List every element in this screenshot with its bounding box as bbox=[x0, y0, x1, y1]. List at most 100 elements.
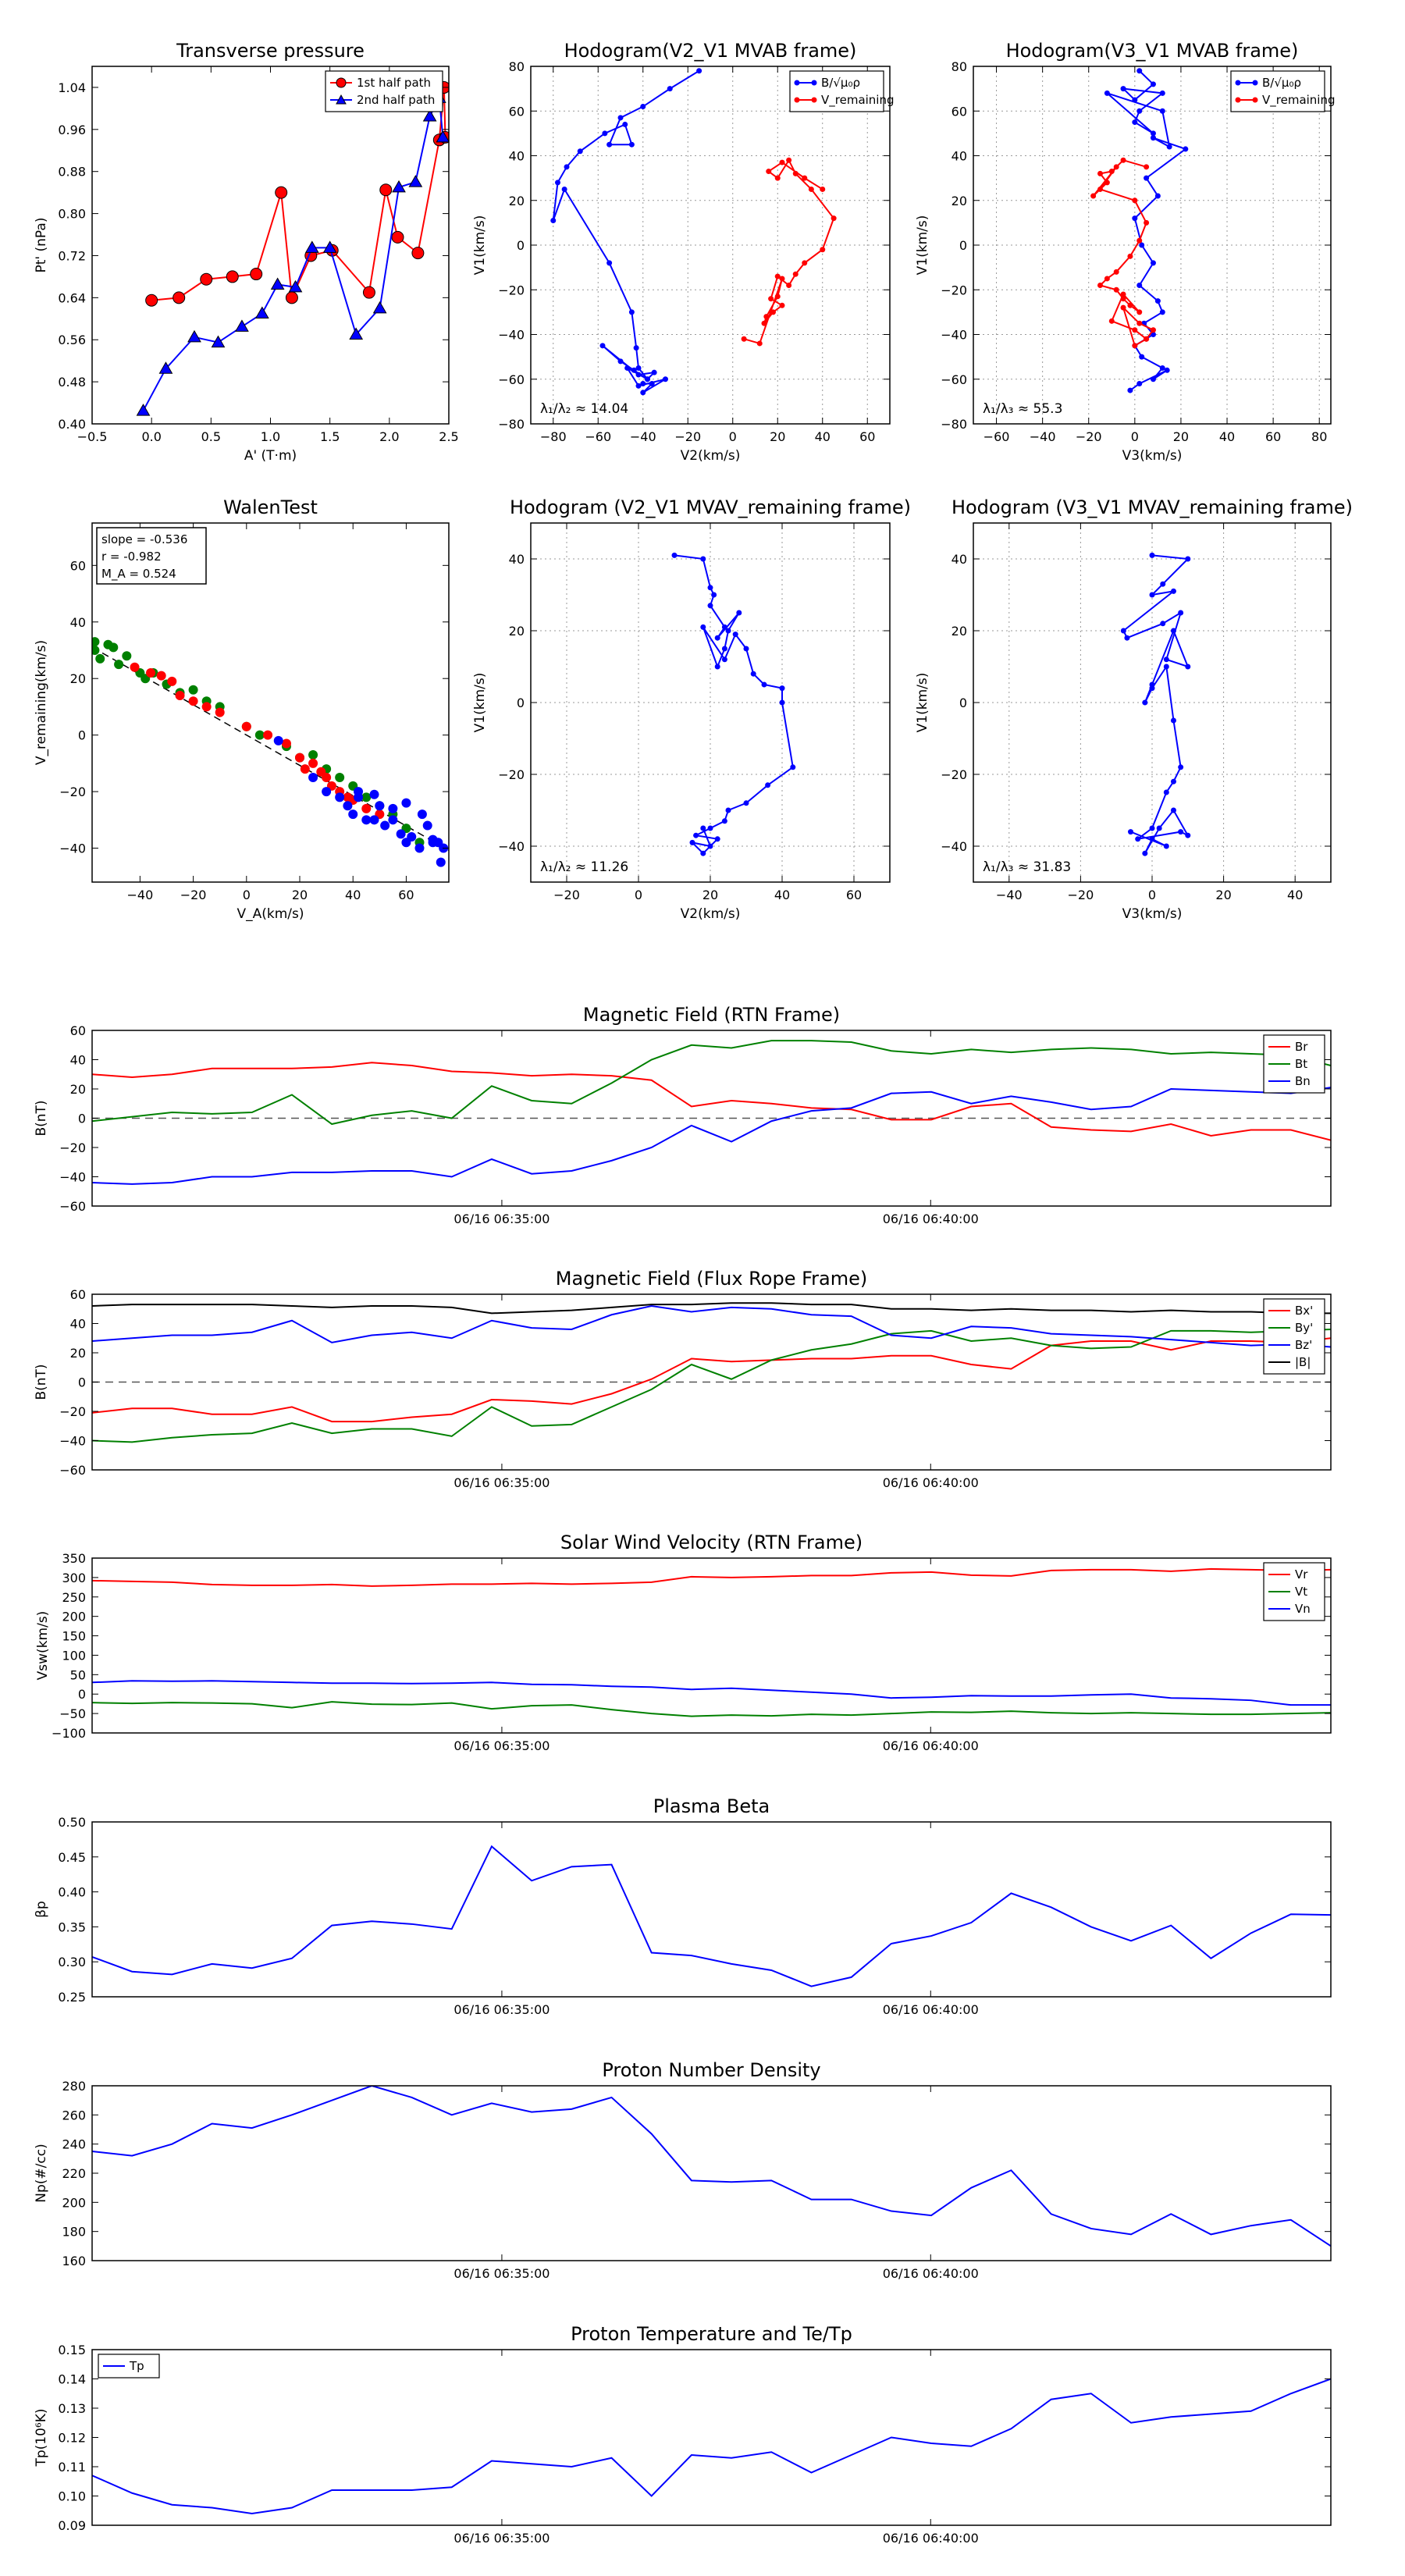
legend-swatch-dot bbox=[1252, 80, 1258, 86]
chart-h4: Hodogram (V2_V1 MVAV_remaining frame) −20… bbox=[472, 496, 911, 922]
data-point bbox=[602, 130, 608, 137]
data-point bbox=[1120, 296, 1126, 302]
legend-label: B/√μ₀ρ bbox=[1262, 76, 1301, 90]
x-tick-label: 06/16 06:40:00 bbox=[883, 1738, 979, 1753]
data-point bbox=[1136, 68, 1143, 74]
data-point bbox=[721, 624, 727, 630]
x-axis-label: V2(km/s) bbox=[681, 906, 741, 922]
series-line bbox=[92, 1302, 1331, 1315]
data-point bbox=[1135, 836, 1141, 842]
y-tick-label: −50 bbox=[59, 1706, 86, 1721]
scatter-point bbox=[361, 803, 372, 813]
y-tick-label: −20 bbox=[498, 767, 525, 782]
data-point bbox=[707, 585, 713, 591]
series-walen-blue bbox=[273, 735, 449, 867]
y-tick-label: 40 bbox=[951, 552, 967, 567]
data-point bbox=[1144, 175, 1150, 181]
axis-ticks: 06/16 06:35:00 06/16 06:40:00 −60 −40 −20 0 20… bbox=[59, 1287, 1331, 1490]
data-point bbox=[1097, 186, 1104, 192]
y-tick-label: 0.50 bbox=[58, 1815, 86, 1830]
data-point bbox=[1127, 387, 1133, 393]
data-point bbox=[1139, 354, 1145, 360]
chart-title: Hodogram(V2_V1 MVAB frame) bbox=[564, 40, 857, 62]
y-tick-label: −40 bbox=[59, 1170, 86, 1185]
axis-ticks: 06/16 06:35:00 06/16 06:40:00 −100 −50 0 50 10… bbox=[52, 1551, 1331, 1753]
x-tick-label: 0 bbox=[635, 888, 642, 902]
y-tick-label: 0 bbox=[78, 1687, 86, 1702]
series-line bbox=[151, 87, 446, 301]
x-tick-label: −20 bbox=[180, 888, 207, 902]
data-point bbox=[820, 247, 826, 253]
axis-ticks: −40 −20 0 20 40 60 −40 −20 0 20 40 60 bbox=[59, 523, 449, 902]
y-tick-label: −20 bbox=[941, 767, 967, 782]
data-point bbox=[1164, 367, 1170, 373]
data-marker-triangle bbox=[392, 180, 406, 193]
x-tick-label: 40 bbox=[774, 888, 790, 902]
data-point bbox=[1178, 764, 1184, 770]
scatter-point bbox=[348, 809, 358, 820]
legend-label: Vn bbox=[1295, 1602, 1311, 1616]
data-marker-circle bbox=[275, 186, 288, 199]
data-point bbox=[1183, 146, 1189, 152]
data-point bbox=[1108, 169, 1115, 175]
y-tick-label: 100 bbox=[62, 1648, 86, 1663]
data-point bbox=[555, 180, 560, 186]
data-point bbox=[714, 836, 720, 842]
y-axis-label: Tp(10⁶K) bbox=[34, 2408, 49, 2467]
x-tick-label: 60 bbox=[846, 888, 862, 902]
data-point bbox=[1185, 556, 1191, 562]
data-point bbox=[1166, 144, 1172, 150]
data-marker-circle bbox=[411, 247, 425, 260]
series-line bbox=[92, 2378, 1331, 2515]
data-point bbox=[700, 624, 706, 630]
data-marker-circle bbox=[226, 270, 239, 283]
data-point bbox=[1136, 283, 1143, 289]
data-point bbox=[774, 273, 781, 279]
data-point bbox=[768, 296, 774, 302]
axes-frame bbox=[91, 1557, 1332, 1734]
data-point bbox=[631, 367, 637, 373]
legend-label: Bn bbox=[1295, 1074, 1311, 1088]
chart-title: Proton Temperature and Te/Tp bbox=[571, 2323, 852, 2345]
data-point bbox=[761, 320, 767, 326]
axes-frame bbox=[91, 66, 450, 425]
y-tick-label: 160 bbox=[62, 2254, 86, 2268]
chart-title: Magnetic Field (Flux Rope Frame) bbox=[556, 1268, 867, 1290]
data-point bbox=[1144, 336, 1150, 342]
data-point bbox=[1159, 365, 1165, 371]
data-marker-triangle bbox=[235, 319, 249, 332]
data-marker-triangle bbox=[158, 361, 173, 374]
x-tick-label: −40 bbox=[996, 888, 1023, 902]
scatter-point bbox=[95, 653, 105, 664]
y-tick-label: 60 bbox=[951, 104, 967, 119]
scatter-point bbox=[428, 838, 438, 848]
scatter-point bbox=[322, 787, 332, 797]
legend-box bbox=[789, 70, 884, 112]
data-marker-circle bbox=[250, 268, 263, 281]
data-marker-triangle bbox=[288, 279, 303, 293]
data-point bbox=[790, 764, 796, 770]
scatter-point bbox=[322, 772, 332, 782]
data-point bbox=[707, 603, 713, 609]
y-tick-label: 80 bbox=[509, 59, 525, 74]
scatter-point bbox=[241, 721, 251, 731]
scatter-point bbox=[369, 815, 379, 825]
y-tick-label: 250 bbox=[62, 1590, 86, 1605]
axis-ticks: 06/16 06:35:00 06/16 06:40:00 0.25 0.30 0.35… bbox=[58, 1815, 1331, 2017]
scatter-point bbox=[188, 685, 198, 695]
x-tick-label: 60 bbox=[859, 429, 875, 444]
chart-title: Magnetic Field (RTN Frame) bbox=[583, 1004, 840, 1026]
data-point bbox=[1149, 825, 1155, 831]
data-point bbox=[606, 260, 613, 266]
series-line bbox=[92, 1845, 1331, 1987]
data-point bbox=[1136, 309, 1143, 315]
data-point bbox=[1185, 664, 1191, 670]
series-h4-v bbox=[671, 552, 796, 856]
x-tick-label: 06/16 06:35:00 bbox=[454, 1475, 550, 1490]
eigenvalue-ratio-annotation: λ₁/λ₃ ≈ 55.3 bbox=[983, 401, 1062, 417]
data-point bbox=[1136, 320, 1143, 326]
y-tick-label: −40 bbox=[941, 328, 967, 343]
